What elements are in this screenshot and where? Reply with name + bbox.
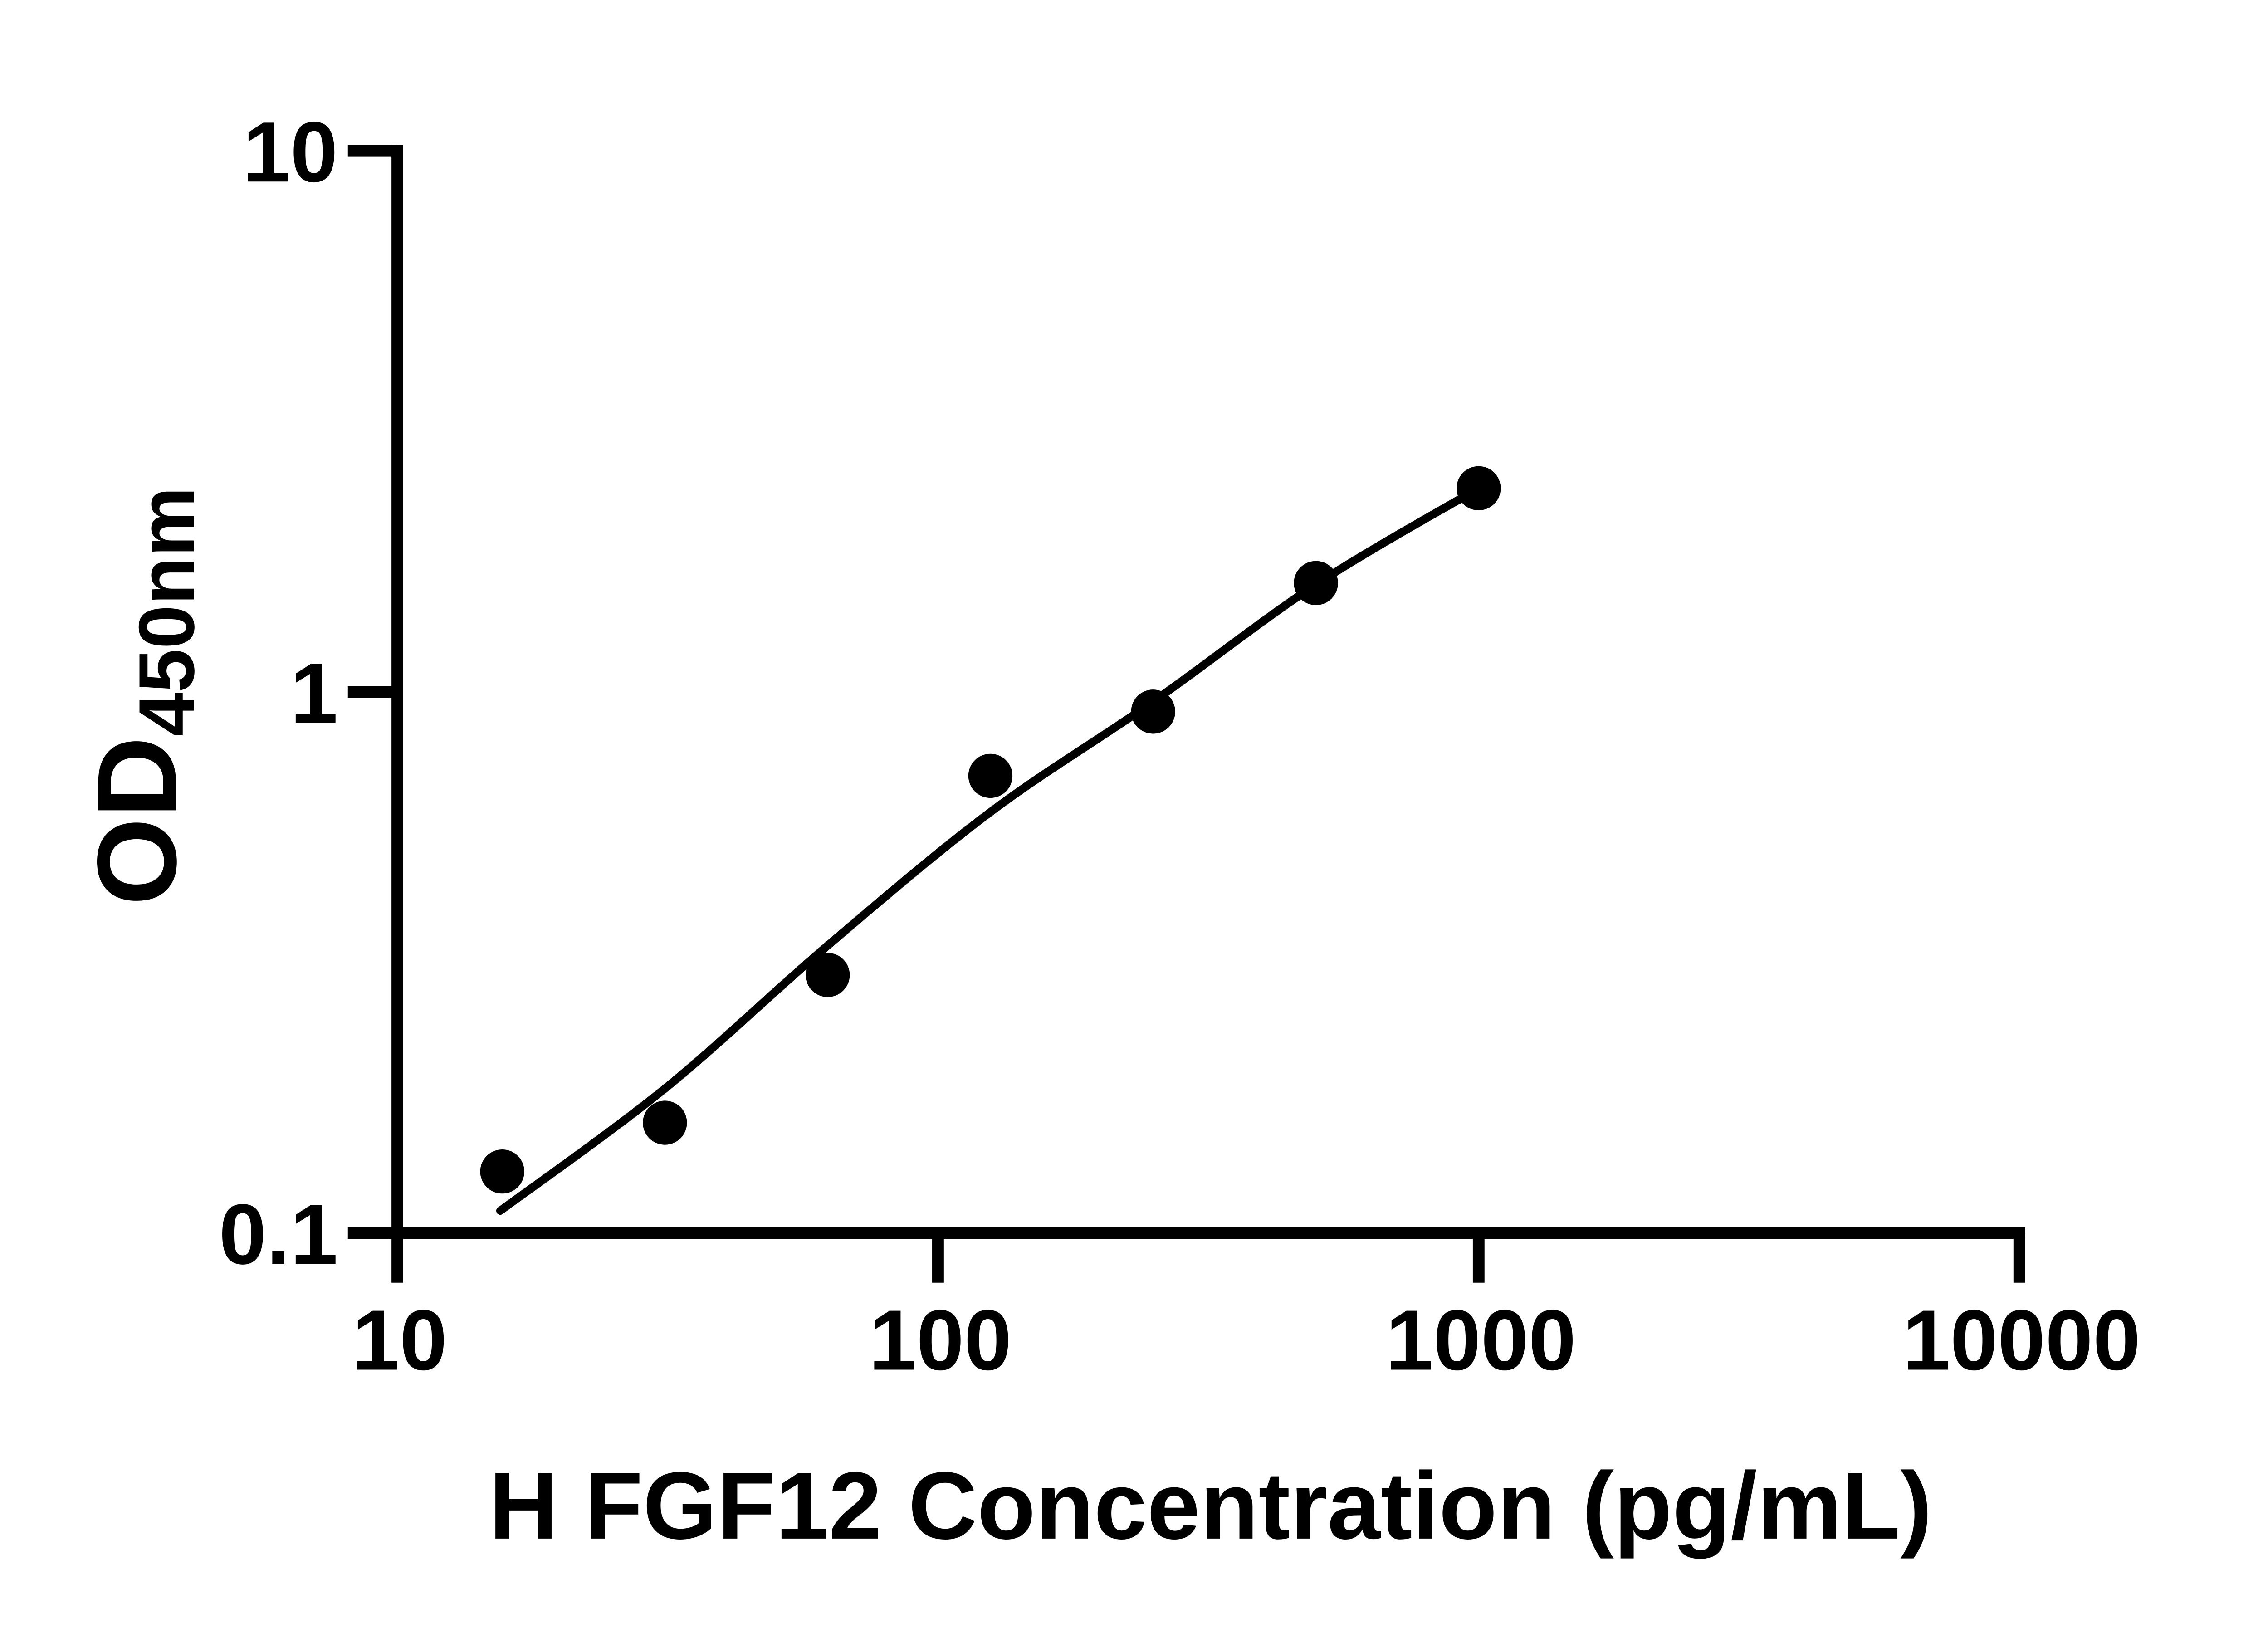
- x-tick-label-10: 10: [352, 1292, 447, 1388]
- tick-labels-group: 0.1 1 10 10 100 1000 10000: [219, 104, 2141, 1388]
- y-axis-title-main: OD: [73, 737, 200, 905]
- ticks-group: [347, 145, 2025, 1283]
- data-point-1: [480, 1149, 524, 1194]
- axes-group: [391, 145, 2025, 1239]
- y-tick-label-10: 10: [243, 104, 338, 200]
- x-axis-title: H FGF12 Concentration (pg/mL): [489, 1452, 1932, 1559]
- x-tick-label-100: 100: [869, 1292, 1012, 1388]
- y-axis-title-sub: 450nm: [122, 487, 210, 737]
- y-tick-label-1: 1: [290, 645, 338, 741]
- data-point-6: [1294, 561, 1338, 606]
- data-point-5: [1131, 689, 1175, 734]
- data-point-7: [1457, 466, 1501, 511]
- x-tick-label-1000: 1000: [1386, 1292, 1576, 1388]
- data-point-3: [806, 953, 850, 997]
- data-point-4: [968, 753, 1013, 798]
- x-tick-label-10000: 10000: [1902, 1292, 2141, 1388]
- y-tick-label-0.1: 0.1: [219, 1186, 338, 1282]
- plot-group: [480, 466, 1501, 1215]
- y-axis-title: OD450nm: [73, 487, 210, 905]
- data-point-2: [643, 1100, 687, 1145]
